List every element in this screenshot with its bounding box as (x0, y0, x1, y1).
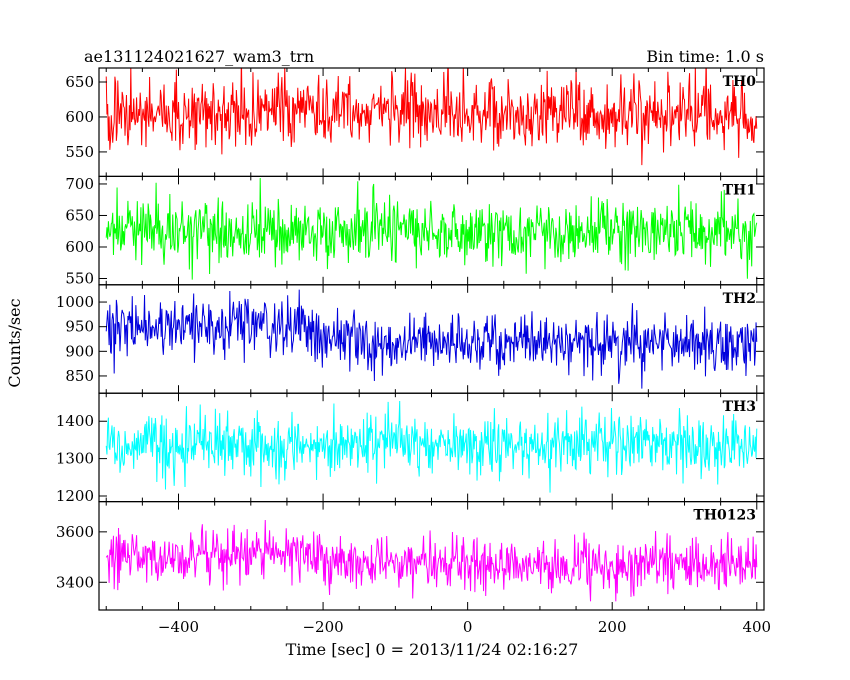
y-tick-label: 1300 (56, 450, 94, 468)
x-tick-label: −400 (158, 618, 199, 636)
series-line-th1 (105, 178, 758, 280)
panel-th1: 550 600 650 700 TH1 (65, 175, 765, 287)
panel-th3: 1200 1300 1400 TH3 (56, 392, 765, 505)
y-tick-label: 1400 (56, 412, 94, 430)
series-line-th3 (105, 400, 758, 493)
panel-th2: 850 900 950 1000 TH2 (56, 284, 765, 394)
y-tick-label: 650 (65, 73, 94, 91)
x-tick-label: 200 (598, 618, 627, 636)
y-tick-label: 600 (65, 238, 94, 256)
panel-th0: 550 600 650 TH0 (65, 67, 765, 178)
series-line-th0 (105, 68, 758, 166)
panel-label-th3: TH3 (723, 399, 756, 415)
panel-th0123: 3400 3600 TH0123 (56, 501, 765, 611)
y-tick-label: 850 (65, 367, 94, 385)
x-tick-label: 400 (742, 618, 771, 636)
panel-label-th0: TH0 (723, 74, 757, 90)
y-tick-label: 550 (65, 269, 94, 287)
header-left-title: ae131124021627_wam3_trn (84, 47, 314, 66)
y-tick-label: 3400 (56, 573, 94, 591)
y-tick-label: 1000 (56, 293, 94, 311)
x-tick-label: 0 (463, 618, 473, 636)
panel-label-th0123: TH0123 (693, 508, 756, 524)
y-tick-label: 950 (65, 318, 94, 336)
x-axis-label: Time [sec] 0 = 2013/11/24 02:16:27 (286, 640, 579, 659)
header-right-bin-time: Bin time: 1.0 s (646, 47, 764, 66)
y-tick-label: 650 (65, 206, 94, 224)
y-tick-label: 900 (65, 342, 94, 360)
panel-label-th2: TH2 (723, 291, 756, 307)
y-tick-label: 550 (65, 143, 94, 161)
x-tick-label: −200 (302, 618, 343, 636)
series-line-th0123 (105, 520, 758, 602)
series-line-th2 (105, 289, 758, 389)
y-tick-label: 600 (65, 108, 94, 126)
y-tick-label: 3600 (56, 523, 94, 541)
y-tick-label: 1200 (56, 487, 94, 505)
y-tick-label: 700 (65, 175, 94, 193)
y-axis-label: Counts/sec (5, 298, 24, 387)
panel-label-th1: TH1 (723, 182, 756, 198)
panels-group: 550 600 650 TH0 550 600 650 700 TH1 850 900 950 1000… (56, 67, 771, 636)
